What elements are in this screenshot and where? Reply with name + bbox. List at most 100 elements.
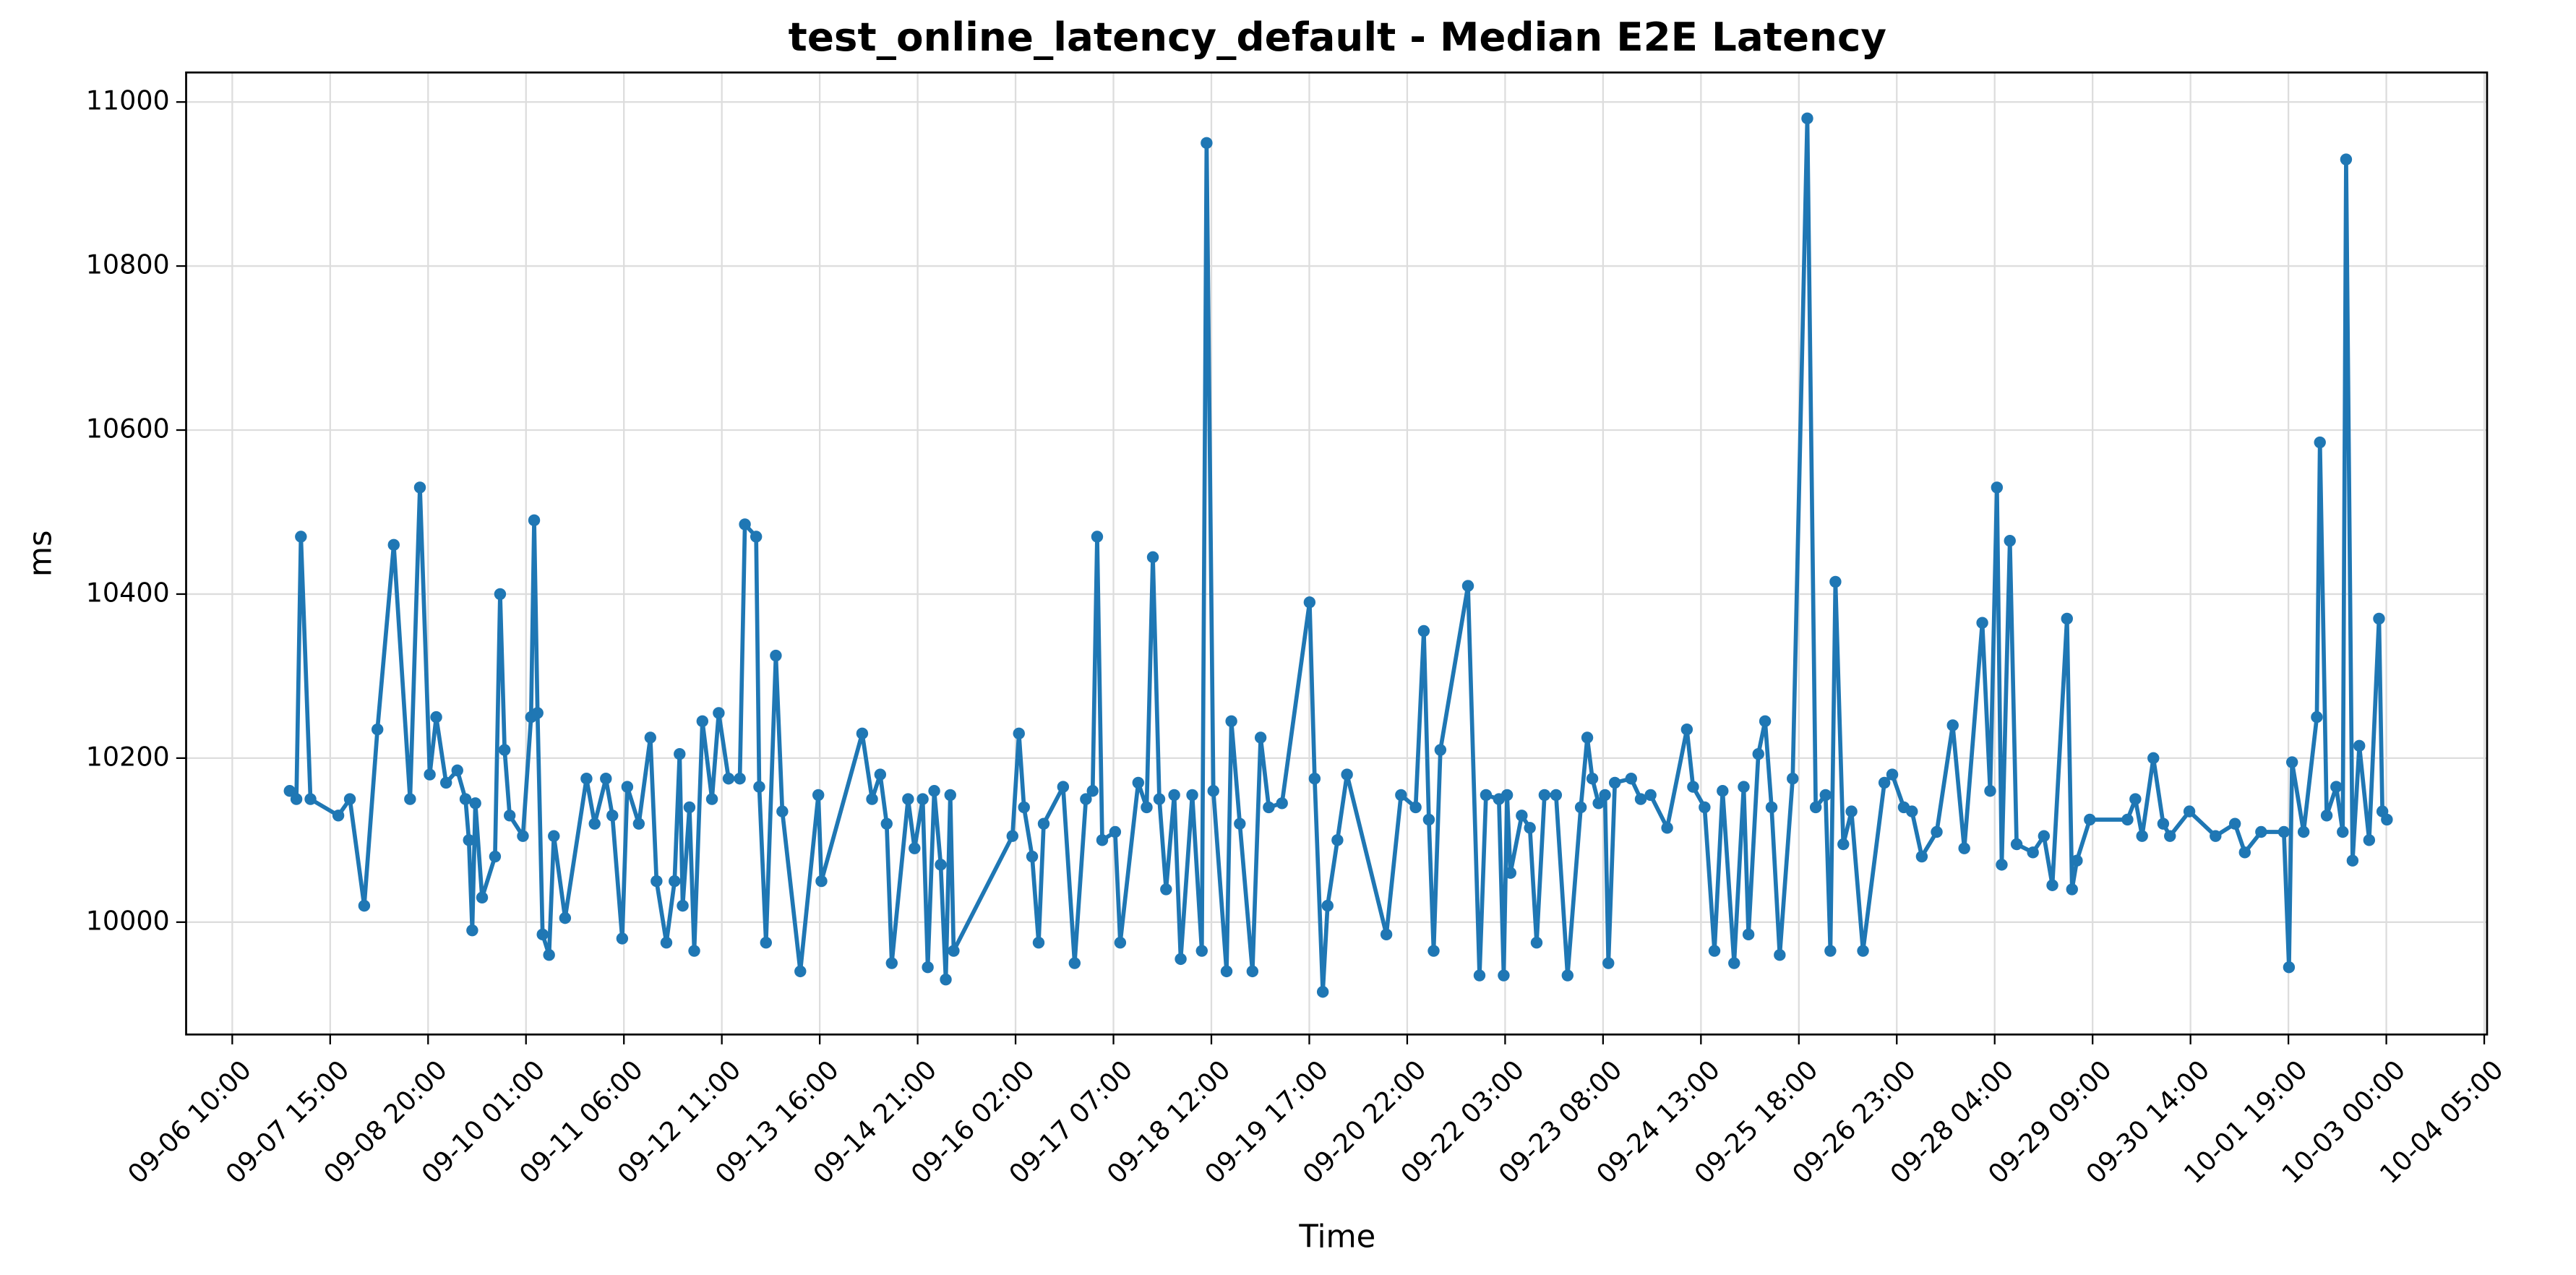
- marker: [2228, 817, 2241, 830]
- marker: [1599, 789, 1611, 802]
- marker: [1819, 789, 1832, 802]
- marker: [1006, 830, 1018, 842]
- marker: [531, 707, 544, 719]
- marker: [677, 899, 689, 912]
- marker: [696, 715, 709, 728]
- marker: [1013, 727, 1025, 740]
- marker: [1708, 945, 1721, 957]
- marker: [1742, 928, 1755, 941]
- marker: [2129, 793, 2142, 805]
- marker: [750, 531, 763, 543]
- marker: [1886, 768, 1899, 781]
- marker: [739, 518, 751, 531]
- marker: [1687, 781, 1699, 793]
- marker: [1153, 793, 1166, 805]
- marker: [1080, 793, 1092, 805]
- marker: [948, 945, 960, 957]
- marker: [559, 911, 572, 924]
- marker: [2046, 879, 2058, 891]
- marker: [283, 785, 296, 797]
- marker: [940, 974, 952, 986]
- marker: [2121, 813, 2134, 826]
- marker: [430, 711, 442, 724]
- marker: [1461, 580, 1474, 592]
- marker: [1168, 789, 1180, 802]
- marker: [466, 924, 478, 937]
- marker: [1586, 773, 1599, 785]
- marker: [1331, 834, 1344, 846]
- marker: [1032, 936, 1045, 949]
- marker: [1538, 789, 1551, 802]
- marker: [1068, 957, 1081, 969]
- y-tick-label: 10000: [86, 905, 170, 936]
- marker: [1276, 797, 1288, 810]
- marker: [1498, 969, 1510, 982]
- marker: [2027, 846, 2039, 859]
- marker: [760, 936, 772, 949]
- marker: [1625, 773, 1637, 785]
- marker: [880, 817, 893, 830]
- marker: [1195, 945, 1208, 957]
- marker: [2071, 854, 2083, 867]
- marker: [1765, 801, 1778, 814]
- marker: [1958, 842, 1970, 854]
- marker: [705, 793, 718, 805]
- marker: [1581, 731, 1594, 744]
- marker: [1801, 112, 1813, 125]
- marker: [2373, 612, 2385, 625]
- marker: [874, 768, 887, 781]
- marker: [1504, 867, 1516, 879]
- marker: [1417, 624, 1430, 638]
- marker: [2038, 830, 2051, 842]
- marker: [2238, 846, 2251, 859]
- marker: [358, 899, 371, 912]
- marker: [1845, 805, 1858, 817]
- marker: [304, 793, 317, 805]
- marker: [944, 789, 956, 802]
- marker: [616, 932, 629, 945]
- marker: [543, 948, 555, 961]
- marker: [916, 793, 929, 805]
- marker: [1321, 899, 1334, 912]
- marker: [2010, 838, 2023, 851]
- marker: [1409, 801, 1422, 814]
- marker: [1316, 986, 1329, 998]
- marker: [928, 785, 940, 797]
- marker: [1787, 773, 1799, 785]
- marker: [469, 797, 481, 810]
- marker: [548, 830, 560, 842]
- y-tick-label: 10200: [86, 741, 170, 772]
- marker: [494, 588, 507, 601]
- marker: [1341, 768, 1353, 781]
- marker: [1524, 822, 1536, 834]
- marker: [866, 793, 878, 805]
- marker: [1602, 957, 1615, 969]
- marker: [632, 817, 645, 830]
- marker: [1829, 575, 1842, 588]
- marker: [1395, 789, 1407, 802]
- marker: [713, 707, 725, 719]
- marker: [1699, 801, 1711, 814]
- marker: [1574, 801, 1587, 814]
- marker: [1550, 789, 1563, 802]
- marker: [2283, 961, 2296, 974]
- marker: [856, 727, 869, 740]
- marker: [815, 875, 828, 888]
- marker: [424, 768, 436, 781]
- marker: [2381, 813, 2393, 826]
- marker: [2183, 805, 2196, 817]
- marker: [2004, 534, 2016, 547]
- marker: [734, 773, 746, 785]
- marker: [1132, 776, 1144, 789]
- marker: [1561, 969, 1574, 982]
- marker: [683, 801, 696, 814]
- marker: [1263, 801, 1275, 814]
- marker: [498, 744, 511, 756]
- marker: [794, 965, 807, 978]
- marker: [588, 817, 601, 830]
- marker: [1996, 859, 2008, 871]
- marker: [2255, 825, 2267, 838]
- marker: [1186, 789, 1198, 802]
